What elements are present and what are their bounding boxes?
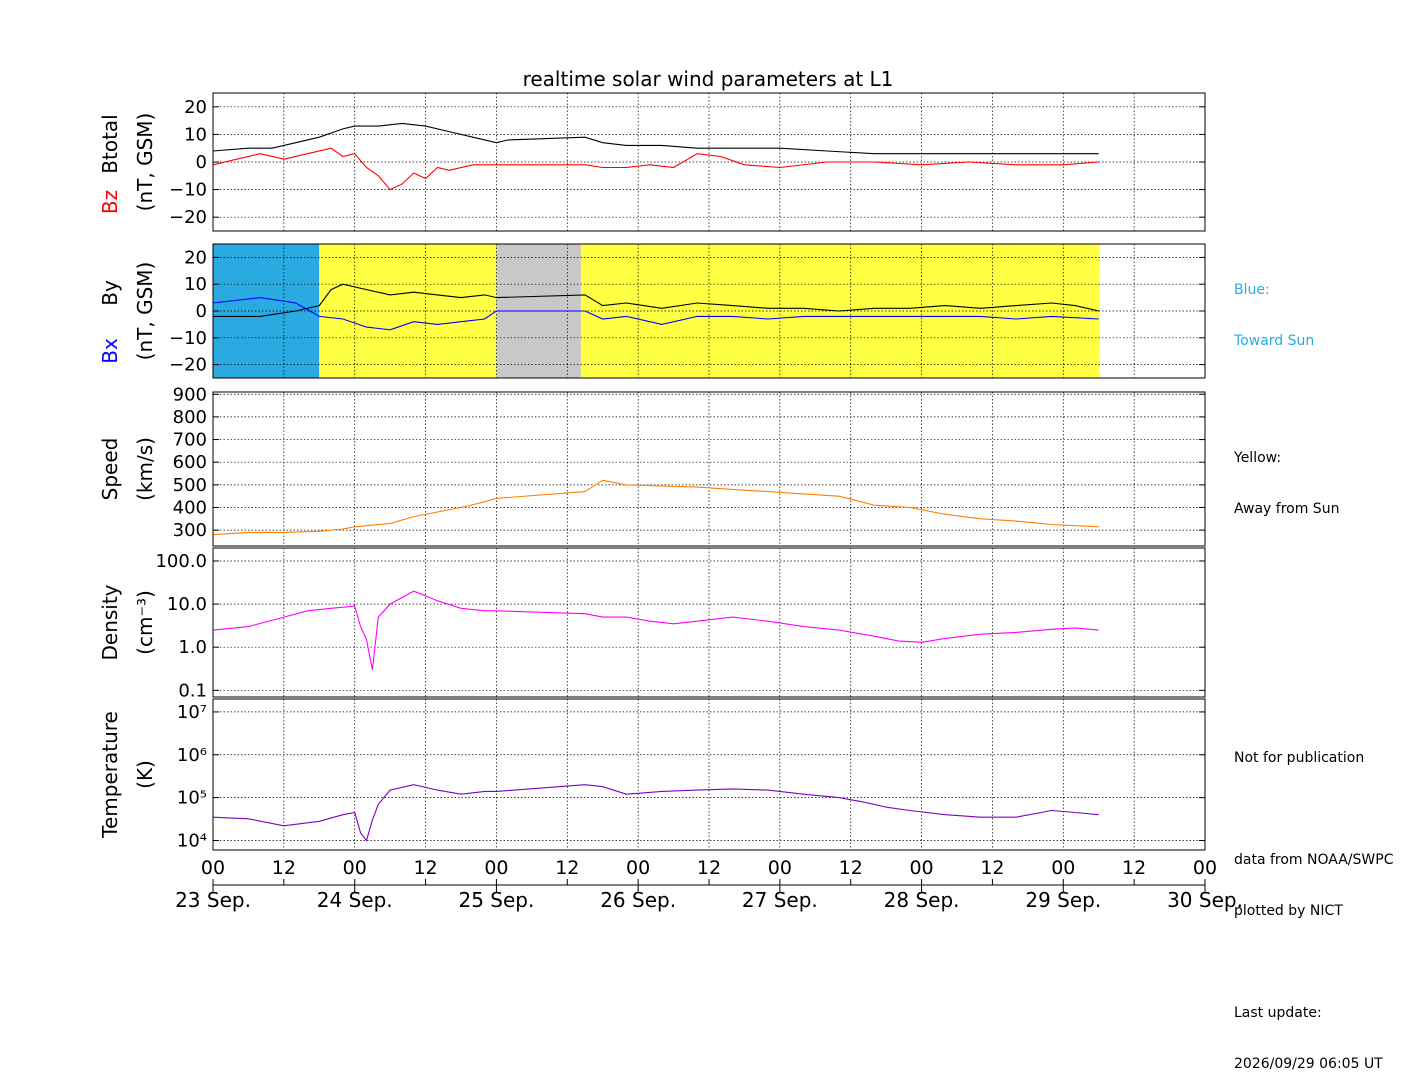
series-line-density bbox=[212, 590, 1099, 670]
y-tick-label: 20 bbox=[184, 97, 207, 118]
series-line-btotal bbox=[212, 122, 1099, 155]
x-tick-label: 00 bbox=[909, 857, 933, 879]
y-axis-label-colored: Bx bbox=[98, 338, 122, 364]
date-label: 26 Sep. bbox=[600, 888, 676, 912]
x-tick-label: 00 bbox=[343, 857, 367, 879]
date-label: 23 Sep. bbox=[175, 888, 251, 912]
y-tick-label: −20 bbox=[169, 355, 207, 376]
y-tick-label: 10 bbox=[184, 274, 207, 295]
y-axis-label-colored: Bz bbox=[98, 190, 122, 214]
y-tick-label: 10.0 bbox=[167, 594, 207, 615]
date-label: 28 Sep. bbox=[884, 888, 960, 912]
y-tick-label: 10 bbox=[184, 124, 207, 145]
x-tick-label: 12 bbox=[555, 857, 579, 879]
y-tick-label: 600 bbox=[173, 452, 207, 473]
y-tick-label: −10 bbox=[169, 180, 207, 201]
x-tick-label: 00 bbox=[768, 857, 792, 879]
y-axis-unit: (nT, GSM) bbox=[133, 262, 157, 361]
date-label: 29 Sep. bbox=[1025, 888, 1101, 912]
plotted-by-note: plotted by NICT bbox=[1234, 903, 1343, 919]
y-axis-label: Temperature bbox=[98, 711, 122, 839]
y-tick-label: 10⁴ bbox=[177, 830, 207, 851]
sector-legend: Blue: Toward Sun Yellow: Away from Sun bbox=[1234, 248, 1339, 535]
y-tick-label: 20 bbox=[184, 247, 207, 268]
panel-bxby: −20 −10 0 10 20 By Bx (nT, GSM) bbox=[98, 243, 1206, 379]
y-axis-label: Speed bbox=[98, 438, 122, 501]
y-axis-unit: (km/s) bbox=[133, 437, 157, 501]
y-tick-label: 300 bbox=[173, 520, 207, 541]
x-tick-label: 00 bbox=[484, 857, 508, 879]
panel-mag: −20 −10 0 10 20 Btotal Bz (nT, GSM) bbox=[98, 92, 1206, 232]
x-tick-label: 12 bbox=[413, 857, 437, 879]
series-line-by bbox=[213, 283, 1099, 317]
series-line-bz bbox=[212, 147, 1099, 191]
y-tick-label: −20 bbox=[169, 207, 207, 228]
y-axis-unit: (cm⁻³) bbox=[133, 590, 157, 655]
toward-sun-text: Toward Sun bbox=[1234, 333, 1315, 349]
date-label: 24 Sep. bbox=[317, 888, 393, 912]
y-tick-label: 10⁵ bbox=[177, 788, 207, 809]
date-label: 25 Sep. bbox=[458, 888, 534, 912]
sector-band-away bbox=[319, 244, 497, 378]
time-axis: 00 12 00 12 00 12 00 12 00 12 00 12 00 12 00 23 Sep. 24 … bbox=[175, 857, 1243, 912]
x-tick-label: 00 bbox=[1051, 857, 1075, 879]
panel-density: 0.1 1.0 10.0 100.0 Density (cm⁻³) bbox=[98, 547, 1206, 701]
panel-frame bbox=[212, 391, 1206, 547]
date-label: 30 Sep. bbox=[1167, 888, 1243, 912]
y-tick-label: 0 bbox=[196, 152, 207, 173]
x-tick-label: 00 bbox=[201, 857, 225, 879]
y-tick-label: −10 bbox=[169, 328, 207, 349]
x-tick-label: 12 bbox=[839, 857, 863, 879]
panel-frame bbox=[212, 698, 1206, 851]
toward-sun-label: Blue: bbox=[1234, 282, 1270, 298]
away-sun-label: Yellow: bbox=[1234, 450, 1282, 466]
x-tick-label: 00 bbox=[1193, 857, 1217, 879]
x-tick-label: 00 bbox=[626, 857, 650, 879]
y-tick-label: 10⁷ bbox=[177, 702, 207, 723]
y-tick-label: 900 bbox=[173, 384, 207, 405]
y-tick-label: 700 bbox=[173, 430, 207, 451]
y-axis-label: Density bbox=[98, 584, 122, 660]
x-tick-label: 12 bbox=[697, 857, 721, 879]
series-line-speed bbox=[212, 479, 1099, 536]
x-tick-label: 12 bbox=[980, 857, 1004, 879]
last-update-value: 2026/09/29 06:05 UT bbox=[1234, 1056, 1383, 1072]
y-tick-label: 400 bbox=[173, 498, 207, 519]
y-axis-label: By bbox=[98, 280, 122, 306]
y-tick-label: 0 bbox=[196, 301, 207, 322]
y-tick-label: 0.1 bbox=[178, 680, 207, 701]
y-axis-label: Btotal bbox=[98, 114, 122, 173]
not-for-publication-note: Not for publication bbox=[1234, 750, 1365, 766]
series-line-bx bbox=[212, 297, 1099, 331]
date-label: 27 Sep. bbox=[742, 888, 818, 912]
last-update-label: Last update: bbox=[1234, 1005, 1322, 1021]
away-sun-text: Away from Sun bbox=[1234, 501, 1340, 517]
y-axis-unit: (K) bbox=[133, 760, 157, 789]
y-tick-label: 1.0 bbox=[178, 637, 207, 658]
x-tick-label: 12 bbox=[272, 857, 296, 879]
x-tick-label: 12 bbox=[1122, 857, 1146, 879]
series-line-temperature bbox=[212, 784, 1099, 842]
data-source-note: data from NOAA/SWPC bbox=[1234, 852, 1394, 868]
panel-temperature: 10⁴ 10⁵ 10⁶ 10⁷ Temperature (K) bbox=[98, 698, 1206, 851]
chart-panels: −20 −10 0 10 20 Btotal Bz (nT, GSM) −20 −10 0 10 20… bbox=[98, 92, 1206, 851]
y-axis-unit: (nT, GSM) bbox=[133, 113, 157, 212]
panel-frame bbox=[212, 547, 1206, 698]
solar-wind-figure: realtime solar wind parameters at L1 −20… bbox=[98, 67, 1243, 912]
y-tick-label: 10⁶ bbox=[177, 745, 207, 766]
y-tick-label: 500 bbox=[173, 475, 207, 496]
figure-notes: Not for publication data from NOAA/SWPC … bbox=[1234, 716, 1393, 1090]
y-tick-label: 800 bbox=[173, 407, 207, 428]
y-tick-label: 100.0 bbox=[155, 551, 207, 572]
chart-title: realtime solar wind parameters at L1 bbox=[523, 67, 894, 91]
